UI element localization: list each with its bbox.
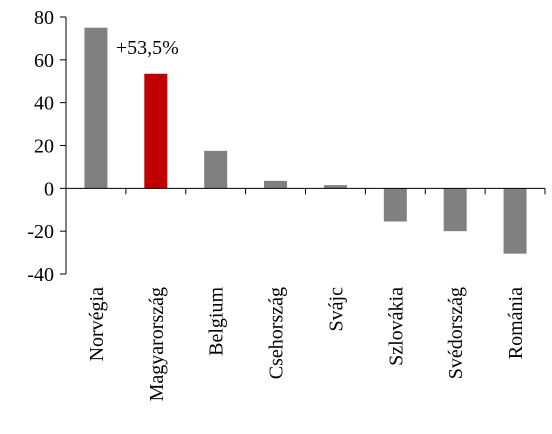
- bar-svájc: [323, 185, 347, 189]
- x-category-label: Svédország: [445, 287, 467, 379]
- y-tick-label: -20: [27, 221, 54, 243]
- y-tick-label: 40: [34, 93, 54, 115]
- x-axis-ticks: [125, 188, 546, 195]
- highlight-annotation: +53,5%: [116, 37, 179, 59]
- y-tick-label: 60: [34, 50, 54, 72]
- x-axis-labels: Norvégia Magyarország Belgium Csehország Svá…: [86, 287, 527, 402]
- bar-magyarország: [144, 73, 168, 189]
- y-tick-label: 80: [34, 7, 54, 29]
- bar-norvégia: [84, 27, 108, 189]
- x-category-label: Norvégia: [86, 287, 108, 362]
- y-tick-label: -40: [27, 264, 54, 286]
- y-axis-ticks: -40 -20 0 20 40 60 80: [27, 7, 66, 286]
- x-category-label: Belgium: [206, 287, 228, 356]
- y-tick-label: 0: [44, 178, 54, 200]
- x-category-label: Magyarország: [146, 287, 168, 401]
- bar-románia: [503, 188, 527, 254]
- x-category-label: Románia: [505, 287, 527, 359]
- bar-belgium: [204, 150, 228, 189]
- bar-svédország: [443, 188, 467, 232]
- x-category-label: Csehország: [266, 287, 288, 379]
- bar-szlovákia: [383, 188, 407, 222]
- x-category-label: Szlovákia: [385, 287, 407, 366]
- x-category-label: Svájc: [325, 287, 347, 332]
- bars: [84, 27, 527, 254]
- bar-csehország: [264, 180, 288, 189]
- y-tick-label: 20: [34, 136, 54, 158]
